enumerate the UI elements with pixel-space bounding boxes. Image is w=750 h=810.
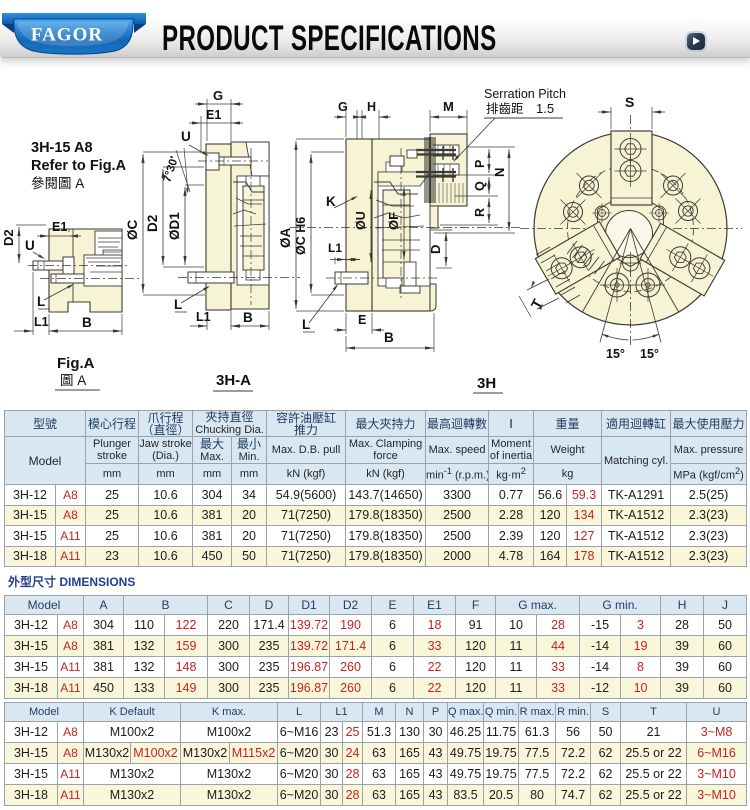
svg-text:D2: D2	[1, 229, 16, 246]
svg-text:E1: E1	[52, 220, 67, 234]
svg-text:L1: L1	[34, 315, 49, 329]
svg-text:K: K	[326, 194, 336, 209]
svg-text:E1: E1	[206, 108, 221, 122]
svg-text:D: D	[428, 245, 443, 254]
svg-text:15°: 15°	[606, 347, 625, 361]
svg-text:L: L	[37, 294, 45, 309]
svg-text:H: H	[367, 100, 376, 114]
svg-text:ØC: ØC	[125, 219, 140, 240]
svg-text:D2: D2	[145, 215, 160, 232]
svg-text:E: E	[358, 313, 366, 327]
svg-text:3H-A: 3H-A	[216, 372, 251, 389]
svg-text:ØF: ØF	[386, 212, 401, 230]
svg-text:Q: Q	[473, 181, 487, 191]
svg-text:R: R	[473, 208, 487, 217]
svg-text:M: M	[443, 99, 454, 114]
svg-text:圖 A: 圖 A	[60, 373, 86, 388]
svg-text:ØC H6: ØC H6	[294, 217, 308, 255]
svg-text:L: L	[174, 297, 182, 312]
svg-text:FAGOR: FAGOR	[31, 25, 103, 46]
svg-text:U: U	[181, 129, 191, 144]
svg-text:15°: 15°	[640, 347, 659, 361]
svg-text:B: B	[243, 310, 253, 325]
svg-text:N: N	[492, 168, 507, 177]
svg-text:3H-15 A8: 3H-15 A8	[31, 140, 93, 156]
svg-text:3H: 3H	[477, 375, 496, 392]
svg-text:L1: L1	[328, 241, 342, 255]
svg-text:Refer to Fig.A: Refer to Fig.A	[31, 158, 127, 174]
svg-text:L1: L1	[196, 310, 211, 324]
svg-text:B: B	[82, 315, 92, 330]
svg-text:S: S	[625, 94, 634, 110]
svg-text:G: G	[213, 88, 223, 103]
svg-text:Fig.A: Fig.A	[57, 355, 95, 372]
svg-text:1.5: 1.5	[536, 101, 554, 116]
svg-text:L: L	[302, 317, 310, 332]
svg-text:排齒距: 排齒距	[486, 102, 524, 116]
svg-text:ØU: ØU	[354, 211, 368, 230]
svg-text:G: G	[338, 100, 348, 114]
svg-text:ØD1: ØD1	[167, 212, 182, 240]
svg-text:7°30': 7°30'	[161, 155, 181, 184]
svg-text:P: P	[473, 160, 487, 168]
svg-text:B: B	[384, 330, 394, 345]
svg-text:T: T	[528, 296, 546, 311]
svg-text:Serration Pitch: Serration Pitch	[484, 87, 566, 101]
svg-text:ØA: ØA	[278, 227, 293, 248]
svg-text:參閱圖 A: 參閱圖 A	[31, 176, 84, 191]
svg-text:U: U	[25, 238, 35, 253]
